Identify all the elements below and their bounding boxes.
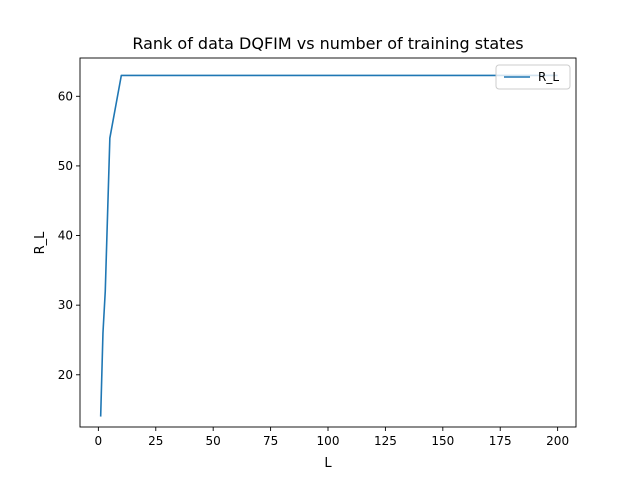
x-tick-label: 0 bbox=[95, 434, 103, 448]
y-tick-label: 30 bbox=[58, 298, 73, 312]
plot-area: 0 25 50 75 100 125 150 175 200 20 30 40 50 60 R_L bbox=[58, 57, 577, 448]
x-tick-label: 125 bbox=[374, 434, 397, 448]
y-tick-label: 60 bbox=[58, 89, 73, 103]
x-tick-label: 100 bbox=[317, 434, 340, 448]
x-tick-label: 75 bbox=[263, 434, 278, 448]
series-line-R_L bbox=[99, 74, 558, 417]
legend-box bbox=[495, 64, 571, 90]
y-tick-label: 50 bbox=[58, 159, 73, 173]
x-axis-label: L bbox=[324, 456, 332, 471]
legend-label: R_L bbox=[538, 70, 559, 84]
x-tick-label: 25 bbox=[148, 434, 163, 448]
chart-title: Rank of data DQFIM vs number of training… bbox=[132, 34, 523, 53]
y-tick-label: 40 bbox=[58, 229, 73, 243]
x-tick-label: 150 bbox=[431, 434, 454, 448]
y-axis-label: R_L bbox=[33, 231, 48, 255]
x-tick-label: 175 bbox=[489, 434, 512, 448]
y-tick-label: 20 bbox=[58, 368, 73, 382]
x-tick-label: 50 bbox=[206, 434, 221, 448]
x-tick-label: 200 bbox=[546, 434, 569, 448]
